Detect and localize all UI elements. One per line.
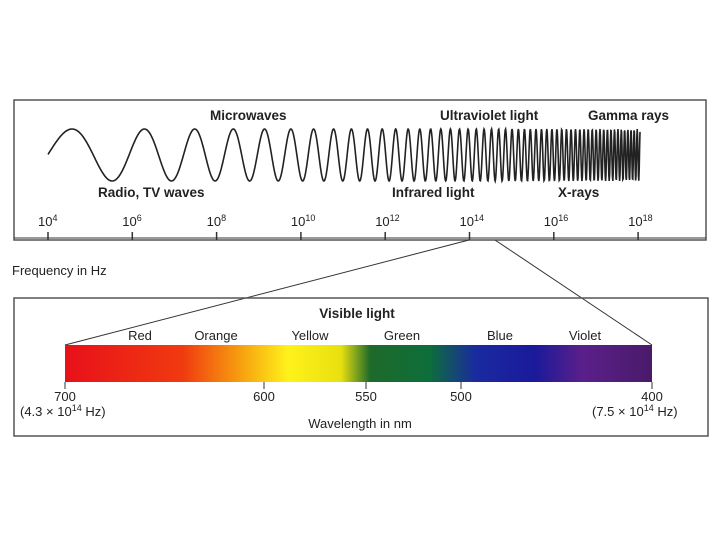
axis-label: Frequency in Hz [12,263,107,278]
axis-label: Wavelength in nm [308,416,412,431]
tick-label: 104 [38,213,57,229]
tick-label: 106 [122,213,141,229]
tick-label: 108 [207,213,226,229]
color-names: Red Orange Yellow Green Blue Violet [128,328,601,343]
text: Hz) [654,404,678,419]
wave-label: Gamma rays [588,108,669,123]
tick-label: 1018 [628,213,652,229]
visible-title: Visible light [319,306,395,321]
tick-base: 10 [207,214,221,229]
color-name: Violet [569,328,602,343]
frequency-axis: 104 106 108 1010 1012 1014 1016 1018 [14,213,706,240]
tick-exponent: 6 [137,213,142,223]
tick-base: 10 [122,214,136,229]
zoom-line [494,239,653,346]
tick-base: 10 [628,214,642,229]
text: (7.5 × 10 [592,404,644,419]
tick-base: 10 [38,214,52,229]
text: Hz) [82,404,106,419]
tick-label: 600 [253,389,275,404]
tick-label: 1012 [375,213,399,229]
wave-label: Radio, TV waves [98,185,205,200]
tick-exponent: 8 [221,213,226,223]
wave-label: Infrared light [392,185,475,200]
tick-label: 500 [450,389,472,404]
tick-label: 550 [355,389,377,404]
tick-exponent: 10 [305,213,315,223]
wave-label: X-rays [558,185,599,200]
tick-exponent: 18 [643,213,653,223]
tick-label: 1016 [544,213,568,229]
visible-band [65,345,652,382]
frequency-note: (7.5 × 1014 Hz) [592,403,678,419]
wave-label: Microwaves [210,108,287,123]
tick-exponent: 14 [474,213,484,223]
tick-base: 10 [375,214,389,229]
tick-label: 1014 [460,213,484,229]
color-name: Blue [487,328,513,343]
zoom-line [64,239,470,346]
exponent: 14 [644,403,654,413]
tick-label: 400 [641,389,663,404]
color-name: Orange [194,328,237,343]
tick-base: 10 [291,214,305,229]
tick-label: 700 [54,389,76,404]
exponent: 14 [72,403,82,413]
wave-label: Ultraviolet light [440,108,539,123]
color-name: Red [128,328,152,343]
color-name: Yellow [291,328,329,343]
tick-exponent: 4 [52,213,57,223]
wavelength-axis: 700 600 550 500 400 [54,382,663,404]
tick-label: 1010 [291,213,315,229]
tick-base: 10 [460,214,474,229]
color-name: Green [384,328,420,343]
tick-exponent: 12 [390,213,400,223]
visible-panel [13,297,709,437]
tick-base: 10 [544,214,558,229]
frequency-note: (4.3 × 1014 Hz) [20,403,106,419]
tick-exponent: 16 [558,213,568,223]
text: (4.3 × 10 [20,404,72,419]
wave [47,126,641,185]
